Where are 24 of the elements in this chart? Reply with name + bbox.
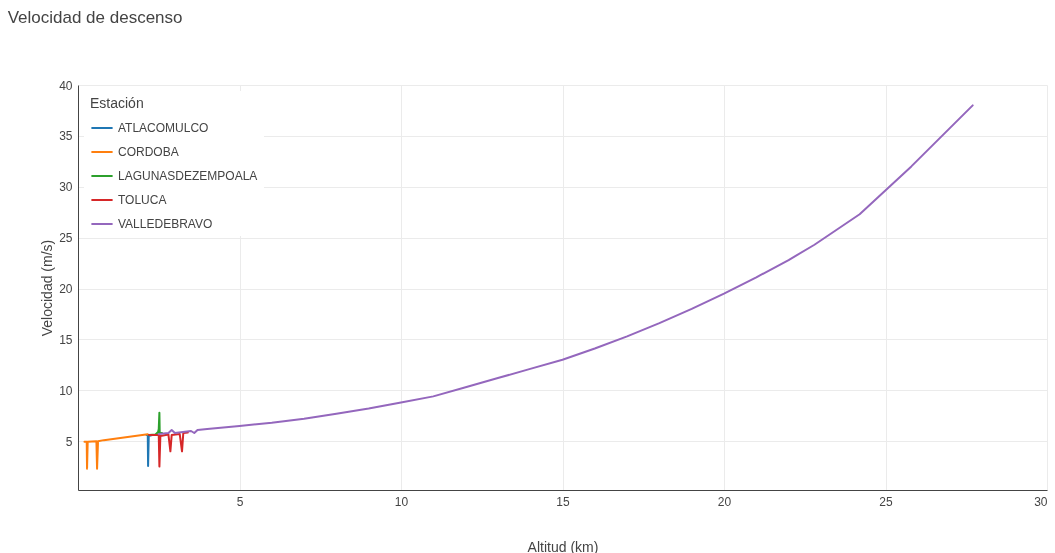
legend-label: LAGUNASDEZEMPOALA <box>118 169 258 183</box>
legend-label: VALLEDEBRAVO <box>118 217 213 231</box>
x-tick-label: 10 <box>394 494 409 509</box>
x-tick-label: 25 <box>879 494 893 509</box>
line-series <box>83 433 149 470</box>
y-tick-label: 20 <box>59 282 73 297</box>
y-tick-label: 30 <box>59 180 73 195</box>
y-tick-label: 35 <box>59 129 73 144</box>
legend-label: TOLUCA <box>118 193 167 207</box>
y-tick-label: 15 <box>59 332 73 347</box>
legend-label: ATLACOMULCO <box>118 121 209 135</box>
y-tick-label: 25 <box>59 231 73 246</box>
chart-title: Velocidad de descenso <box>7 8 183 27</box>
y-axis-title: Velocidad (m/s) <box>39 239 56 337</box>
line-series <box>148 431 189 468</box>
y-tick-label: 10 <box>59 383 73 398</box>
x-tick-label: 20 <box>717 494 732 509</box>
x-tick-label: 30 <box>1034 494 1048 509</box>
y-tick-label: 5 <box>65 434 73 449</box>
x-tick-label: 5 <box>236 494 244 509</box>
x-tick-label: 15 <box>556 494 570 509</box>
y-tick-label: 40 <box>59 78 73 93</box>
legend-title: Estación <box>90 95 144 111</box>
legend-label: CORDOBA <box>118 145 179 159</box>
